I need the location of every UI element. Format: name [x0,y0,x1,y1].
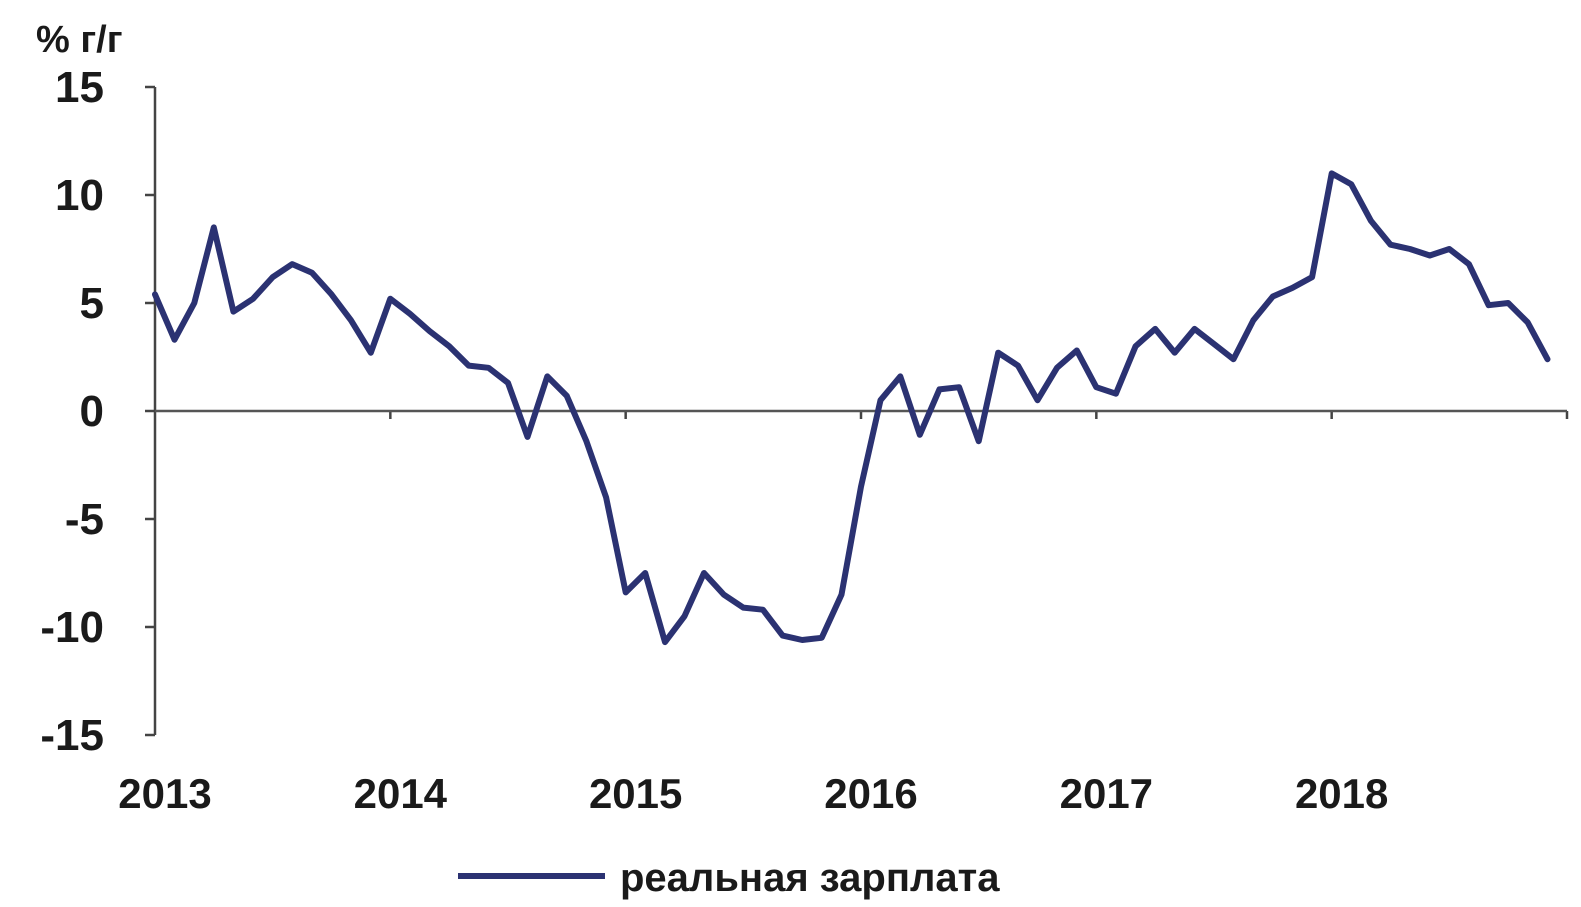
x-tick-label: 2014 [354,770,448,817]
y-tick-label: 0 [80,387,104,436]
y-tick-label: -10 [40,603,104,652]
x-tick-label: 2013 [118,770,211,817]
y-tick-label: 15 [55,63,104,112]
y-tick-label: -15 [40,711,104,760]
y-tick-label: 10 [55,171,104,220]
y-tick-label: -5 [65,495,104,544]
x-axis-ticks: 2013 2014 2015 2016 2017 2018 [118,411,1569,817]
series-group [152,170,1551,646]
y-tick-label: 5 [80,279,104,328]
legend-label: реальная зарплата [620,856,1000,900]
x-tick-label: 2015 [589,770,682,817]
x-tick-label: 2016 [824,770,917,817]
legend: реальная зарплата [458,856,1000,900]
x-tick-label: 2018 [1295,770,1388,817]
x-tick-label: 2017 [1060,770,1153,817]
series-line [152,170,1551,646]
y-axis-ticks: 15 10 5 0 -5 -10 -15 [40,63,155,760]
y-unit-label: % г/г [36,19,123,61]
